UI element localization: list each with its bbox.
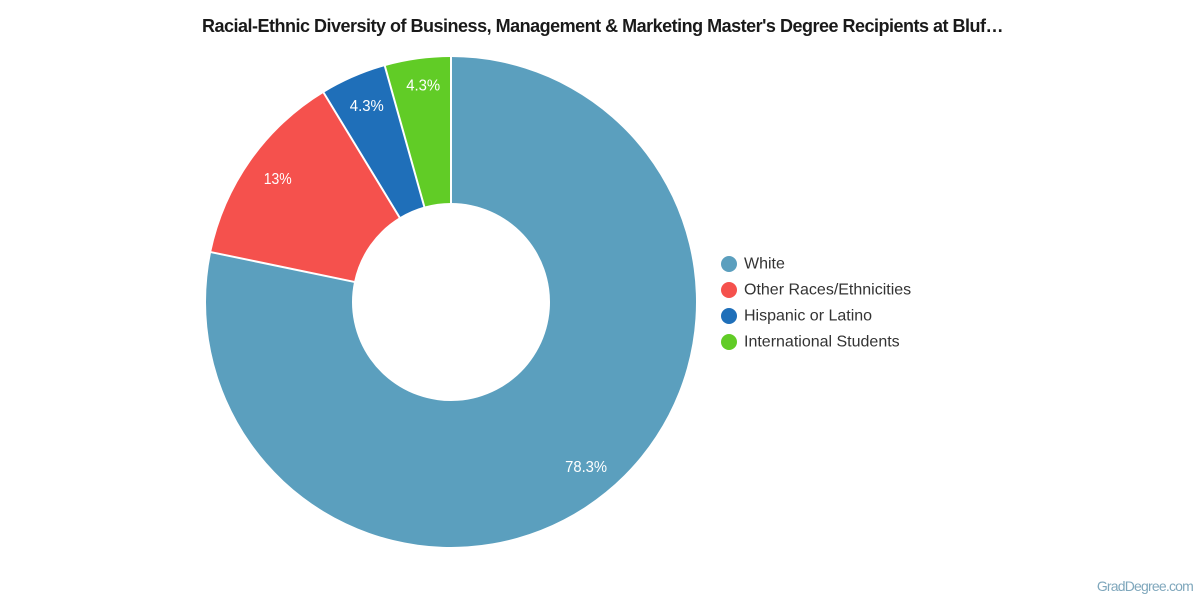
svg-text:International Students: International Students [744,334,900,351]
svg-text:78.3%: 78.3% [565,459,607,476]
svg-text:13%: 13% [264,171,292,188]
svg-text:4.3%: 4.3% [350,98,384,115]
svg-text:Hispanic or Latino: Hispanic or Latino [744,308,872,325]
svg-text:White: White [744,256,785,273]
svg-text:4.3%: 4.3% [406,78,440,95]
svg-text:Other Races/Ethnicities: Other Races/Ethnicities [744,282,911,299]
